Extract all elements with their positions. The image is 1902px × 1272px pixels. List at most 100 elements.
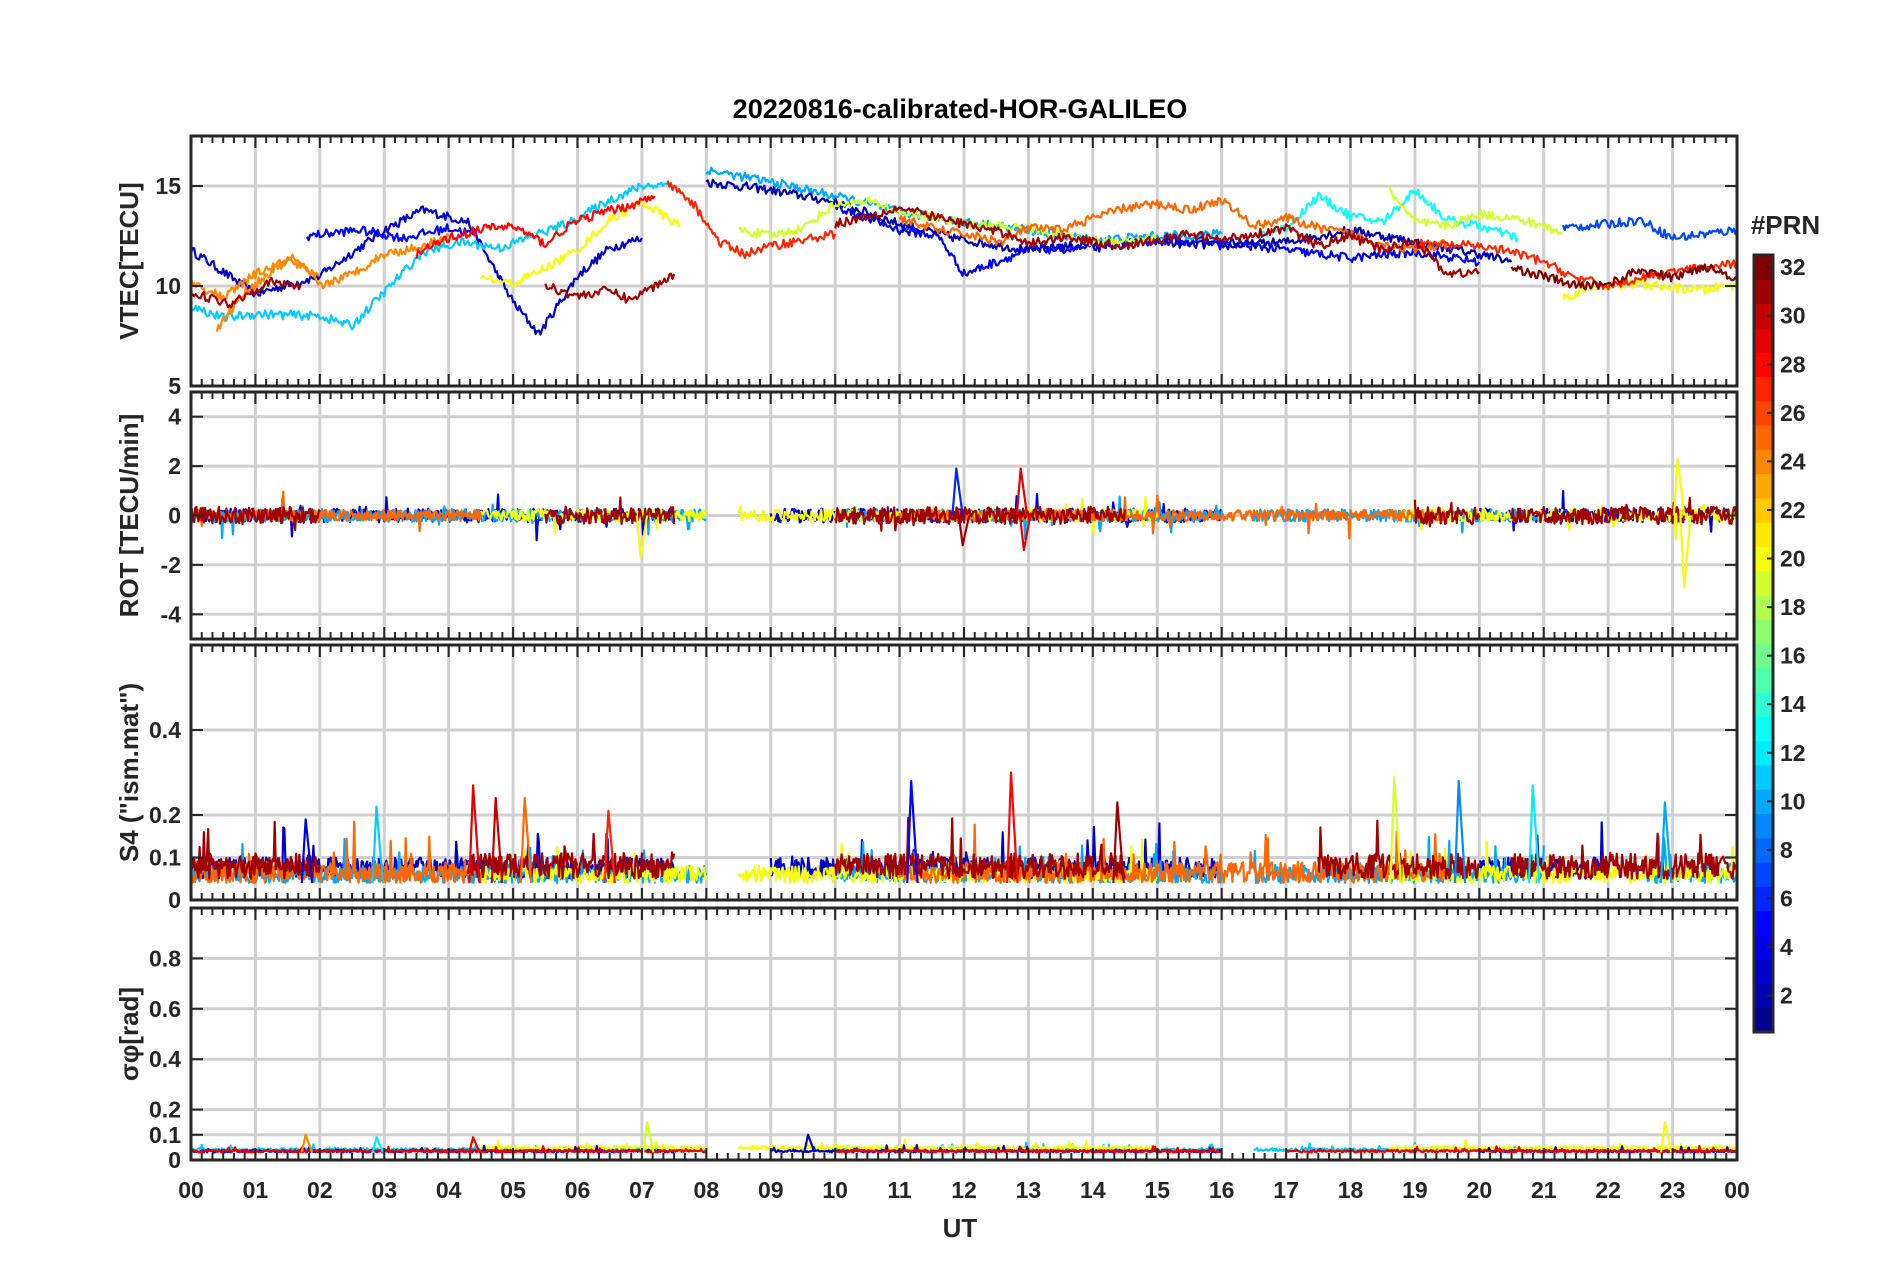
colorbar-tick-label: 20 <box>1780 546 1806 572</box>
colorbar-tick-label: 24 <box>1780 448 1806 474</box>
x-tick-label: 00 <box>1724 1177 1750 1203</box>
s4-series-prn31 <box>191 816 1737 880</box>
colorbar-swatch <box>1754 934 1773 960</box>
colorbar-swatch <box>1754 449 1773 475</box>
x-tick-label: 06 <box>565 1177 591 1203</box>
series-group <box>191 771 1737 885</box>
s4-peak <box>1112 801 1125 884</box>
y-axis-label: σφ[rad] <box>114 987 144 1081</box>
vtec-series-prn31 <box>544 272 676 304</box>
y-tick-label: -4 <box>161 601 182 627</box>
s4-peak <box>1527 784 1541 884</box>
x-tick-label: 07 <box>629 1177 655 1203</box>
panel-sigma_phi: 00.10.2 0.4 0.6 0.8σφ[rad] 00 01 02 03 04 05 06 07 0… <box>114 906 1750 1203</box>
colorbar-swatch <box>1754 279 1773 305</box>
y-tick-label: 4 <box>168 404 181 430</box>
colorbar-swatch <box>1754 376 1773 402</box>
rot-series-prn31 <box>191 496 1737 532</box>
x-tick-label: 09 <box>758 1177 784 1203</box>
vtec-series-prn19 <box>1388 186 1564 236</box>
colorbar-tick-label: 18 <box>1780 594 1806 620</box>
colorbar-swatch <box>1754 570 1773 596</box>
vtec-series-prn5 <box>305 223 476 243</box>
colorbar-swatch <box>1754 862 1773 887</box>
colorbar-tick-label: 32 <box>1780 254 1806 280</box>
colorbar-tick-label: 4 <box>1780 934 1793 960</box>
colorbar-swatch <box>1754 667 1773 693</box>
s4-peak <box>603 809 616 884</box>
chart-title: 20220816-calibrated-HOR-GALILEO <box>733 94 1188 124</box>
s4-peak <box>1006 771 1019 884</box>
x-tick-label: 00 <box>178 1177 204 1203</box>
rot-peak <box>1679 515 1692 589</box>
colorbar-swatch <box>1754 522 1773 547</box>
sigma_phi-series-prn20 <box>479 1138 1737 1151</box>
x-tick-label: 14 <box>1080 1177 1106 1203</box>
colorbar-tick-label: 12 <box>1780 740 1806 766</box>
y-tick-label: 0.8 <box>149 945 181 971</box>
colorbar-tick-label: 6 <box>1780 885 1793 911</box>
y-tick-label: 5 <box>168 373 181 399</box>
y-tick-label: 0.2 <box>149 802 181 828</box>
x-tick-label: 13 <box>1016 1177 1042 1203</box>
x-axis-label: UT <box>943 1213 978 1243</box>
vtec-series-prn31 <box>191 276 302 309</box>
s4-peak <box>906 779 919 884</box>
x-tick-label: 05 <box>500 1177 526 1203</box>
s4-peak <box>468 784 481 884</box>
colorbar-swatch <box>1754 813 1773 839</box>
colorbar-swatch <box>1754 303 1773 329</box>
y-tick-label: 0.1 <box>149 1122 181 1148</box>
colorbar-swatch <box>1754 1007 1773 1033</box>
s4-peak <box>371 805 385 884</box>
x-tick-label: 08 <box>694 1177 720 1203</box>
x-tick-label: 19 <box>1402 1177 1428 1203</box>
y-tick-label: 0.6 <box>149 996 181 1022</box>
colorbar-swatch <box>1754 400 1773 426</box>
vtec-series-prn27 <box>666 180 837 260</box>
colorbar-swatch <box>1754 255 1773 280</box>
colorbar-swatch <box>1754 619 1773 645</box>
y-tick-label: 0.2 <box>149 1097 181 1123</box>
x-tick-label: 04 <box>436 1177 462 1203</box>
x-tick-label: 21 <box>1531 1177 1557 1203</box>
sigma_phi-peak <box>371 1136 385 1153</box>
rot-peak <box>1015 467 1029 516</box>
series-group <box>191 457 1737 589</box>
colorbar-swatch <box>1754 327 1773 353</box>
vtec-series-prn24 <box>191 233 450 302</box>
panel-rot: -4 -2 0 2 4 ROT [TECU/min] <box>114 390 1739 641</box>
vtec-series-prn7 <box>1562 216 1737 241</box>
vtec-series-prn13 <box>1259 188 1519 243</box>
y-tick-label: 10 <box>155 273 181 299</box>
colorbar-tick-label: 28 <box>1780 351 1806 377</box>
vtec-series-prn20 <box>1562 279 1737 301</box>
x-tick-label: 15 <box>1144 1177 1170 1203</box>
colorbar-swatch <box>1754 473 1773 499</box>
panel-vtec: 5 10 15 VTEC[TECU] <box>114 134 1739 399</box>
vtec-series-prn28 <box>415 195 656 259</box>
colorbar-swatch <box>1754 352 1773 378</box>
colorbar-tick-label: 14 <box>1780 691 1806 717</box>
x-tick-label: 23 <box>1660 1177 1686 1203</box>
rot-peak <box>635 515 649 559</box>
colorbar-swatch <box>1754 424 1773 450</box>
colorbar-swatch <box>1754 983 1773 1009</box>
colorbar-tick-label: 30 <box>1780 303 1806 329</box>
vtec-series-prn31 <box>834 205 1480 278</box>
s4-peak <box>300 818 314 884</box>
x-tick-label: 02 <box>307 1177 333 1203</box>
y-tick-label: 15 <box>155 173 181 199</box>
s4-peak <box>490 796 504 884</box>
vtec-series-prn25 <box>898 196 1449 254</box>
colorbar-swatch <box>1754 692 1773 717</box>
x-tick-label: 12 <box>951 1177 977 1203</box>
sigma_phi-peak <box>1659 1121 1673 1153</box>
sigma_phi-peak <box>300 1133 314 1153</box>
vtec-series-prn20 <box>479 199 681 288</box>
vtec-series-prn27 <box>1413 238 1737 291</box>
x-tick-label: 03 <box>371 1177 397 1203</box>
y-axis-label: VTEC[TECU] <box>114 182 144 339</box>
